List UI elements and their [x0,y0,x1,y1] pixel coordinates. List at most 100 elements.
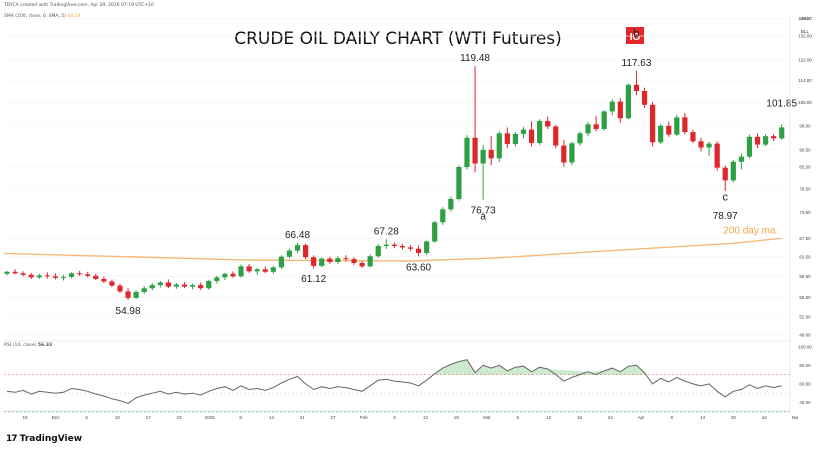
rsi-panel: 100.00 80.00 60.00 40.00 [4,340,812,413]
candle-up [367,256,373,267]
time-tick-label: Mar [483,415,491,420]
price-tick-label: 106.00 [798,100,812,105]
sma-legend-value: 68.28 [67,14,81,19]
time-tick-label: 24 [608,415,614,420]
annotation-label: 63.60 [406,262,431,273]
candle-down [593,124,599,129]
price-tick-label: 63.50 [799,254,811,259]
candle-up [238,266,244,277]
ig-logo-text: IG [630,32,641,43]
candle-down [117,285,123,292]
candle-up [738,156,744,162]
candle-up [4,271,10,274]
candle-down [77,273,83,275]
rsi-overbought-fill [431,359,648,375]
candle-up [335,258,341,262]
candle-up [141,288,147,292]
candle-down [181,284,188,287]
annotation-label: 61.12 [301,274,326,285]
candle-down [302,245,309,258]
candle-down [93,275,99,279]
candle-up [149,285,155,289]
candle-up [625,84,631,119]
candle-up [440,209,446,223]
candle-down [109,281,115,286]
time-tick-label: 18 [577,415,583,420]
rsi-line [6,359,782,404]
annotation-label: b [633,28,639,40]
candle-up [286,250,293,257]
candle-down [771,136,777,139]
candles [4,66,785,301]
time-tick-label: 24 [762,415,768,420]
candle-up [779,127,785,139]
candle-down [472,137,478,164]
candle-down [690,132,696,142]
time-tick-label: 8 [671,415,674,420]
candle-up [456,167,462,199]
candle-down [391,244,397,246]
candle-down [28,274,34,278]
time-tick-label: Apr [637,415,645,420]
annotation-label: 101.85 [766,98,797,109]
candle-down [561,145,567,163]
tradingview-logo-icon: 17 [6,434,17,444]
candle-down [682,117,688,133]
candle-down [641,91,648,105]
candle-up [464,137,470,168]
time-tick-label: Dec [52,415,61,420]
candle-down [230,273,236,277]
candle-down [44,275,50,277]
candle-up [601,111,607,129]
price-tick-label: 67.50 [799,236,811,241]
rsi-legend-label: RSI (14, close) [4,343,37,348]
candle-down [553,126,559,146]
annotation-label: a [480,212,486,223]
candle-down [504,133,510,144]
candle-up [68,273,75,277]
annotation-label: 66.48 [285,230,310,241]
rsi-legend: RSI (14, close) 56.33 [4,343,52,348]
candle-up [424,241,430,253]
time-tick-label: 19 [454,415,460,420]
candle-up [222,273,228,278]
candle-up [746,136,753,157]
time-tick-label: 6 [393,415,396,420]
rsi-tick-label: 80.00 [799,363,811,368]
annotation-label: 54.98 [116,306,141,317]
candle-down [246,266,252,272]
price-tick-label: 85.50 [799,165,811,170]
annotation-label: c [722,192,728,204]
time-tick-label: 20 [731,415,737,420]
candle-down [101,278,107,282]
candle-down [343,258,349,260]
price-axis: 140.00 132.00 122.00 114.00 106.00 98.00 90.50… [789,14,812,411]
time-tick-label: Feb [360,415,368,420]
candle-down [415,248,422,253]
candle-up [60,276,67,278]
price-tick-label: 73.50 [799,210,811,215]
candle-down [407,247,414,249]
created-by-text: TDYCA created with TradingView.com, Apr … [4,3,154,8]
chart-title: CRUDE OIL DAILY CHART (WTI Futures) [234,29,562,49]
price-tick-label: 114.00 [798,78,812,83]
price-tick-label: 122.00 [798,57,812,62]
candle-down [12,271,18,274]
candle-down [714,143,720,168]
candle-down [359,262,365,267]
time-tick-label: 5 [85,415,88,420]
candle-down [650,104,656,143]
time-tick-label: 10 [115,415,121,420]
candle-up [214,277,220,281]
ig-logo [626,27,644,44]
sma-legend-label: SMA (200, close, 0, SMA, 5) [4,14,66,19]
price-tick-label: 140.00 [798,16,812,21]
candle-up [270,267,276,272]
candle-up [383,244,389,246]
annotation-label: 119.48 [460,53,490,64]
candle-down [165,282,171,287]
time-tick-label: Ma [792,415,799,420]
time-tick-label: 8 [239,415,242,420]
candle-up [432,222,438,242]
